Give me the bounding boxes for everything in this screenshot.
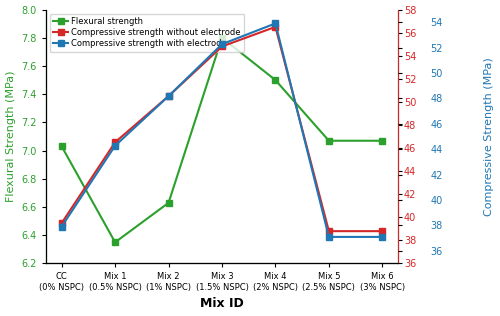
Flexural strength bbox=[58, 144, 64, 148]
Compressive strength with electrode bbox=[326, 235, 332, 239]
Compressive strength without electrode bbox=[58, 221, 64, 225]
Flexural strength bbox=[219, 36, 225, 40]
Y-axis label: Compressive Strength (MPa): Compressive Strength (MPa) bbox=[484, 57, 494, 216]
Compressive strength with electrode bbox=[272, 21, 278, 25]
Compressive strength without electrode bbox=[272, 25, 278, 29]
Line: Compressive strength with electrode: Compressive strength with electrode bbox=[58, 20, 386, 240]
Flexural strength bbox=[380, 139, 386, 143]
X-axis label: Mix ID: Mix ID bbox=[200, 297, 244, 310]
Compressive strength without electrode bbox=[219, 45, 225, 48]
Compressive strength without electrode bbox=[166, 94, 172, 98]
Compressive strength with electrode bbox=[380, 235, 386, 239]
Compressive strength with electrode bbox=[112, 144, 118, 148]
Flexural strength bbox=[112, 240, 118, 244]
Y-axis label: Flexural Strength (MPa): Flexural Strength (MPa) bbox=[6, 71, 16, 202]
Compressive strength without electrode bbox=[112, 140, 118, 144]
Compressive strength with electrode bbox=[58, 225, 64, 228]
Line: Compressive strength without electrode: Compressive strength without electrode bbox=[58, 23, 386, 234]
Flexural strength bbox=[272, 78, 278, 82]
Flexural strength bbox=[326, 139, 332, 143]
Legend: Flexural strength, Compressive strength without electrode, Compressive strength : Flexural strength, Compressive strength … bbox=[50, 14, 244, 52]
Compressive strength without electrode bbox=[380, 229, 386, 233]
Line: Flexural strength: Flexural strength bbox=[58, 34, 386, 246]
Flexural strength bbox=[166, 201, 172, 205]
Compressive strength without electrode bbox=[326, 229, 332, 233]
Compressive strength with electrode bbox=[219, 42, 225, 46]
Compressive strength with electrode bbox=[166, 94, 172, 98]
